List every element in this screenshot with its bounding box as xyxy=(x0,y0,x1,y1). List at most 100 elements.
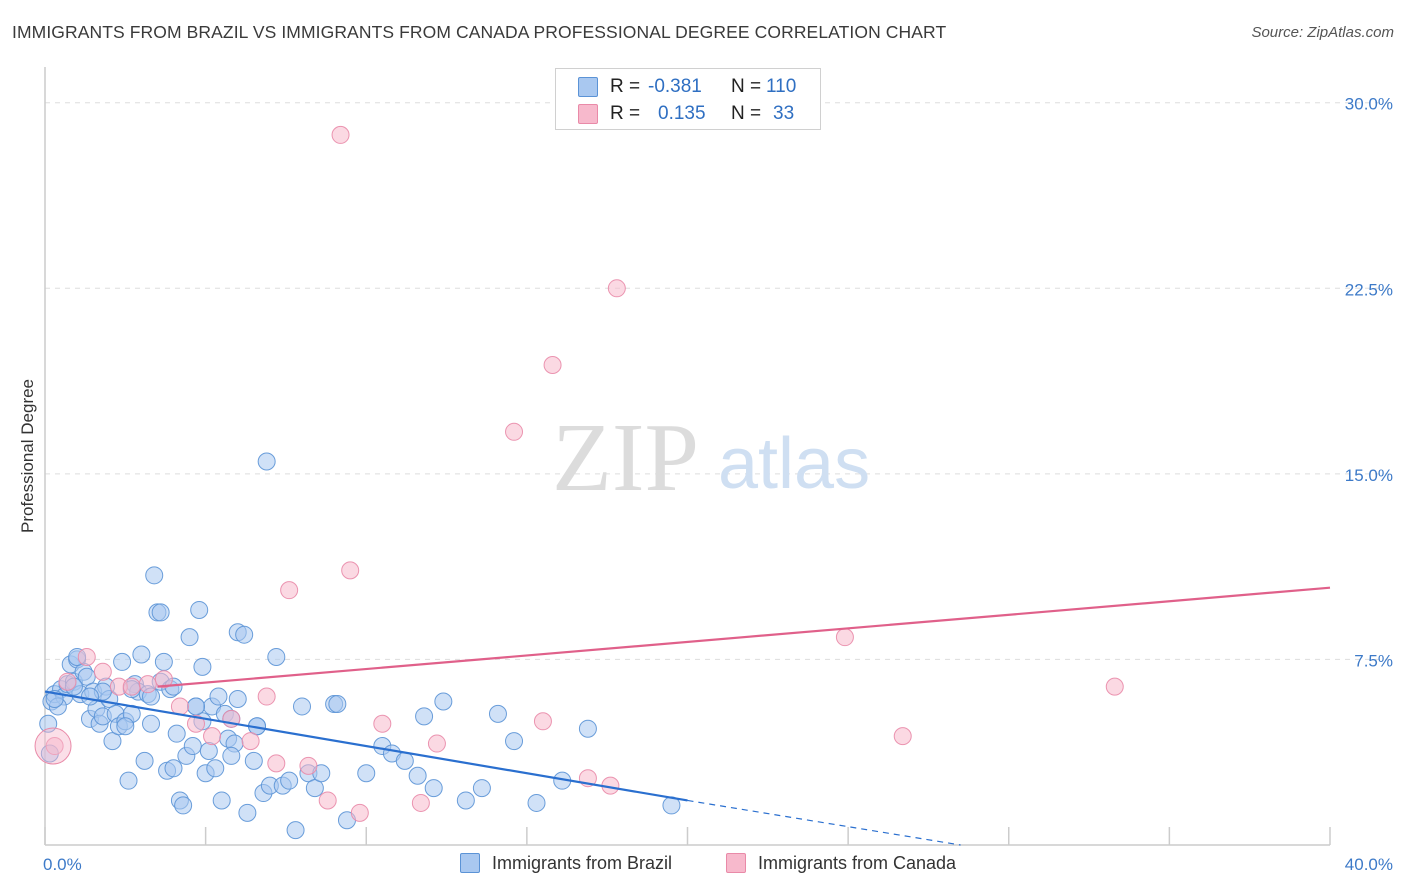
canada-point xyxy=(34,727,72,765)
brazil-point xyxy=(142,714,161,733)
brazil-point xyxy=(77,667,96,686)
brazil-point xyxy=(209,687,228,706)
brazil-point xyxy=(183,737,202,756)
brazil-point xyxy=(488,704,507,723)
brazil-point xyxy=(434,692,453,711)
brazil-point xyxy=(212,791,231,810)
brazil-point xyxy=(228,690,247,709)
brazil-point xyxy=(305,779,324,798)
brazil-point xyxy=(235,625,254,644)
brazil-point xyxy=(154,652,173,671)
canada-point xyxy=(280,581,299,600)
legend-brazil-swatch xyxy=(460,853,480,873)
brazil-point xyxy=(180,628,199,647)
canada-point xyxy=(350,803,369,822)
trend-lines xyxy=(44,586,1331,846)
brazil-point xyxy=(328,694,347,713)
canada-r-value: 0.135 xyxy=(658,103,706,124)
canada-swatch xyxy=(578,104,598,124)
brazil-point xyxy=(357,764,376,783)
canada-point xyxy=(331,125,350,144)
brazil-point xyxy=(119,771,138,790)
brazil-point xyxy=(132,645,151,664)
brazil-point xyxy=(167,724,186,743)
brazil-point xyxy=(472,779,491,798)
canada-point xyxy=(607,279,626,298)
brazil-point xyxy=(286,821,305,840)
brazil-point xyxy=(280,771,299,790)
canada-point xyxy=(267,754,286,773)
legend-canada-label: Immigrants from Canada xyxy=(758,853,957,873)
brazil-point xyxy=(164,759,183,778)
brazil-point xyxy=(505,732,524,751)
tick-labels: 7.5% 15.0% 22.5% 30.0% 0.0% 40.0% xyxy=(43,95,1393,874)
watermark-atlas: atlas xyxy=(718,424,870,504)
brazil-point xyxy=(238,803,257,822)
brazil-point xyxy=(578,719,597,738)
brazil-trend-extension xyxy=(687,799,961,846)
brazil-point xyxy=(80,687,99,706)
canada-point xyxy=(77,647,96,666)
source-credit: Source: ZipAtlas.com xyxy=(1251,24,1394,41)
brazil-point xyxy=(456,791,475,810)
brazil-point xyxy=(415,707,434,726)
legend-canada-swatch xyxy=(726,853,746,873)
brazil-point xyxy=(174,796,193,815)
brazil-point xyxy=(257,452,276,471)
brazil-point xyxy=(206,759,225,778)
y-tick-label: 22.5% xyxy=(1345,280,1393,299)
gridlines xyxy=(45,102,1390,660)
y-tick-label: 30.0% xyxy=(1345,95,1393,114)
canada-point xyxy=(299,756,318,775)
canada-point xyxy=(122,677,141,696)
canada-point xyxy=(58,672,77,691)
canada-point xyxy=(341,561,360,580)
canada-point xyxy=(318,791,337,810)
canada-point xyxy=(411,793,430,812)
brazil-point xyxy=(145,566,164,585)
brazil-r-value: -0.381 xyxy=(648,76,702,97)
brazil-point xyxy=(186,697,205,716)
brazil-point xyxy=(222,746,241,765)
canada-point xyxy=(241,732,260,751)
canada-point xyxy=(893,727,912,746)
y-axis-label: Professional Degree xyxy=(18,379,37,533)
canada-point xyxy=(257,687,276,706)
canada-point xyxy=(373,714,392,733)
canada-r-label: R = xyxy=(610,103,641,124)
y-tick-label: 7.5% xyxy=(1354,651,1393,670)
brazil-point xyxy=(424,779,443,798)
brazil-point xyxy=(151,603,170,622)
brazil-point xyxy=(244,751,263,770)
stats-box: R = -0.381 N = 110 R = 0.135 N = 33 xyxy=(555,68,821,130)
brazil-point xyxy=(408,766,427,785)
canada-point xyxy=(138,675,157,694)
canada-n-label: N = xyxy=(731,103,762,124)
brazil-trend-line xyxy=(44,690,688,802)
watermark-zip: ZIP xyxy=(552,404,699,512)
watermark: ZIP atlas xyxy=(552,404,870,512)
canada-point xyxy=(45,737,64,756)
legend-brazil-label: Immigrants from Brazil xyxy=(492,853,673,873)
brazil-swatch xyxy=(578,77,598,97)
canada-point xyxy=(203,727,222,746)
brazil-point xyxy=(527,793,546,812)
brazil-n-value: 110 xyxy=(766,76,797,97)
canada-point xyxy=(505,422,524,441)
brazil-point xyxy=(190,600,209,619)
brazil-point xyxy=(293,697,311,716)
x-tick-label: 0.0% xyxy=(43,855,82,874)
canada-point xyxy=(543,356,562,375)
brazil-point xyxy=(199,741,218,760)
canada-point xyxy=(835,628,854,647)
brazil-n-label: N = xyxy=(731,76,762,97)
canada-point xyxy=(427,734,446,753)
canada-trend-line xyxy=(157,586,1331,688)
axes xyxy=(44,67,1331,846)
y-tick-label: 15.0% xyxy=(1345,466,1393,485)
canada-point xyxy=(93,662,112,681)
brazil-point xyxy=(193,657,212,676)
brazil-point xyxy=(103,732,122,751)
canada-point xyxy=(533,712,552,731)
